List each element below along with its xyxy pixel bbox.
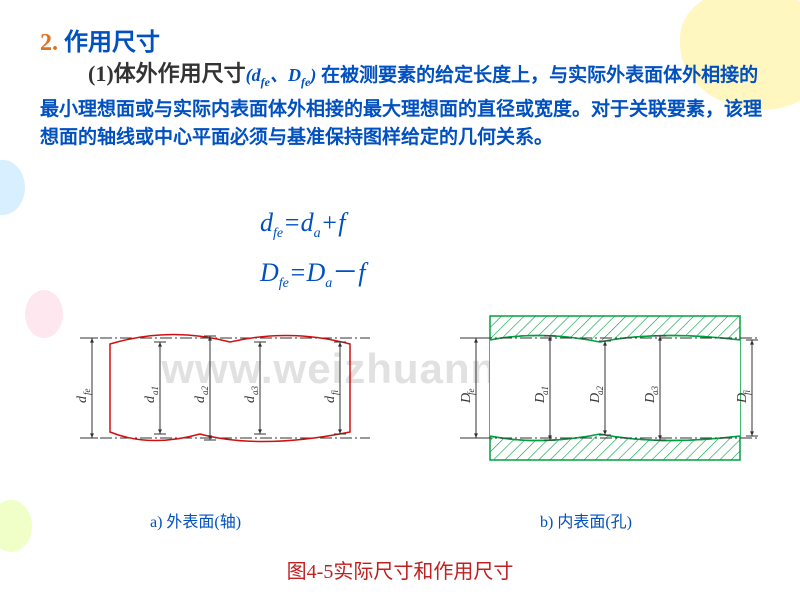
symbol-d-sub: fe	[261, 75, 270, 89]
definition-block: (1)体外作用尺寸(dfe、Dfe) 在被测要素的给定长度上，与实际外表面体外相…	[40, 60, 770, 152]
svg-text:a1: a1	[540, 386, 550, 395]
definition-number: (1)	[88, 61, 114, 86]
formula-2: Dfe=Da－f	[260, 252, 365, 292]
svg-text:d: d	[323, 395, 338, 403]
svg-text:d: d	[143, 395, 158, 403]
f1-op: +	[321, 208, 339, 237]
f2-t1: D	[306, 258, 325, 287]
svg-text:a1: a1	[150, 386, 160, 395]
section-title-text: 作用尺寸	[64, 30, 160, 56]
symbol-d: d	[252, 65, 261, 85]
svg-text:a3: a3	[250, 386, 260, 396]
f1-t1s: a	[314, 226, 321, 241]
f2-t2: f	[358, 258, 365, 287]
diagram-area: dfeda1da2da3dfi DfeDa1Da2Da3Dfi	[0, 308, 800, 508]
svg-text:a3: a3	[650, 386, 660, 396]
svg-text:d: d	[193, 395, 208, 403]
symbol-D: D	[288, 65, 301, 85]
f1-eq: =	[283, 208, 301, 237]
svg-text:a2: a2	[595, 386, 605, 396]
svg-text:fe: fe	[82, 388, 92, 395]
diagram-hole: DfeDa1Da2Da3Dfi	[430, 308, 770, 488]
f1-t2: f	[338, 208, 345, 237]
figure-title: 图4-5实际尺寸和作用尺寸	[0, 555, 800, 584]
f1-lhs: d	[260, 208, 273, 237]
f1-t1: d	[301, 208, 314, 237]
caption-left: a) 外表面(轴)	[150, 508, 241, 532]
formula-1: dfe=da+f	[260, 208, 345, 242]
caption-right: b) 内表面(孔)	[540, 508, 632, 532]
svg-text:fi: fi	[330, 389, 340, 395]
svg-text:a2: a2	[200, 386, 210, 396]
symbol-sep: 、	[270, 65, 288, 85]
definition-title: 体外作用尺寸	[114, 61, 246, 86]
section-title: 2. 作用尺寸	[40, 22, 160, 57]
svg-text:fe: fe	[466, 388, 476, 395]
symbol-D-sub: fe	[301, 75, 310, 89]
diagram-shaft: dfeda1da2da3dfi	[50, 308, 380, 488]
f1-lhs-sub: fe	[273, 226, 283, 241]
f2-lhs: D	[260, 258, 279, 287]
svg-text:d: d	[75, 395, 90, 403]
f2-lhs-sub: fe	[279, 276, 289, 291]
section-number: 2.	[40, 30, 58, 56]
svg-text:fi: fi	[742, 389, 752, 395]
f2-eq: =	[289, 258, 307, 287]
svg-text:d: d	[243, 395, 258, 403]
f2-op: －	[332, 258, 358, 287]
